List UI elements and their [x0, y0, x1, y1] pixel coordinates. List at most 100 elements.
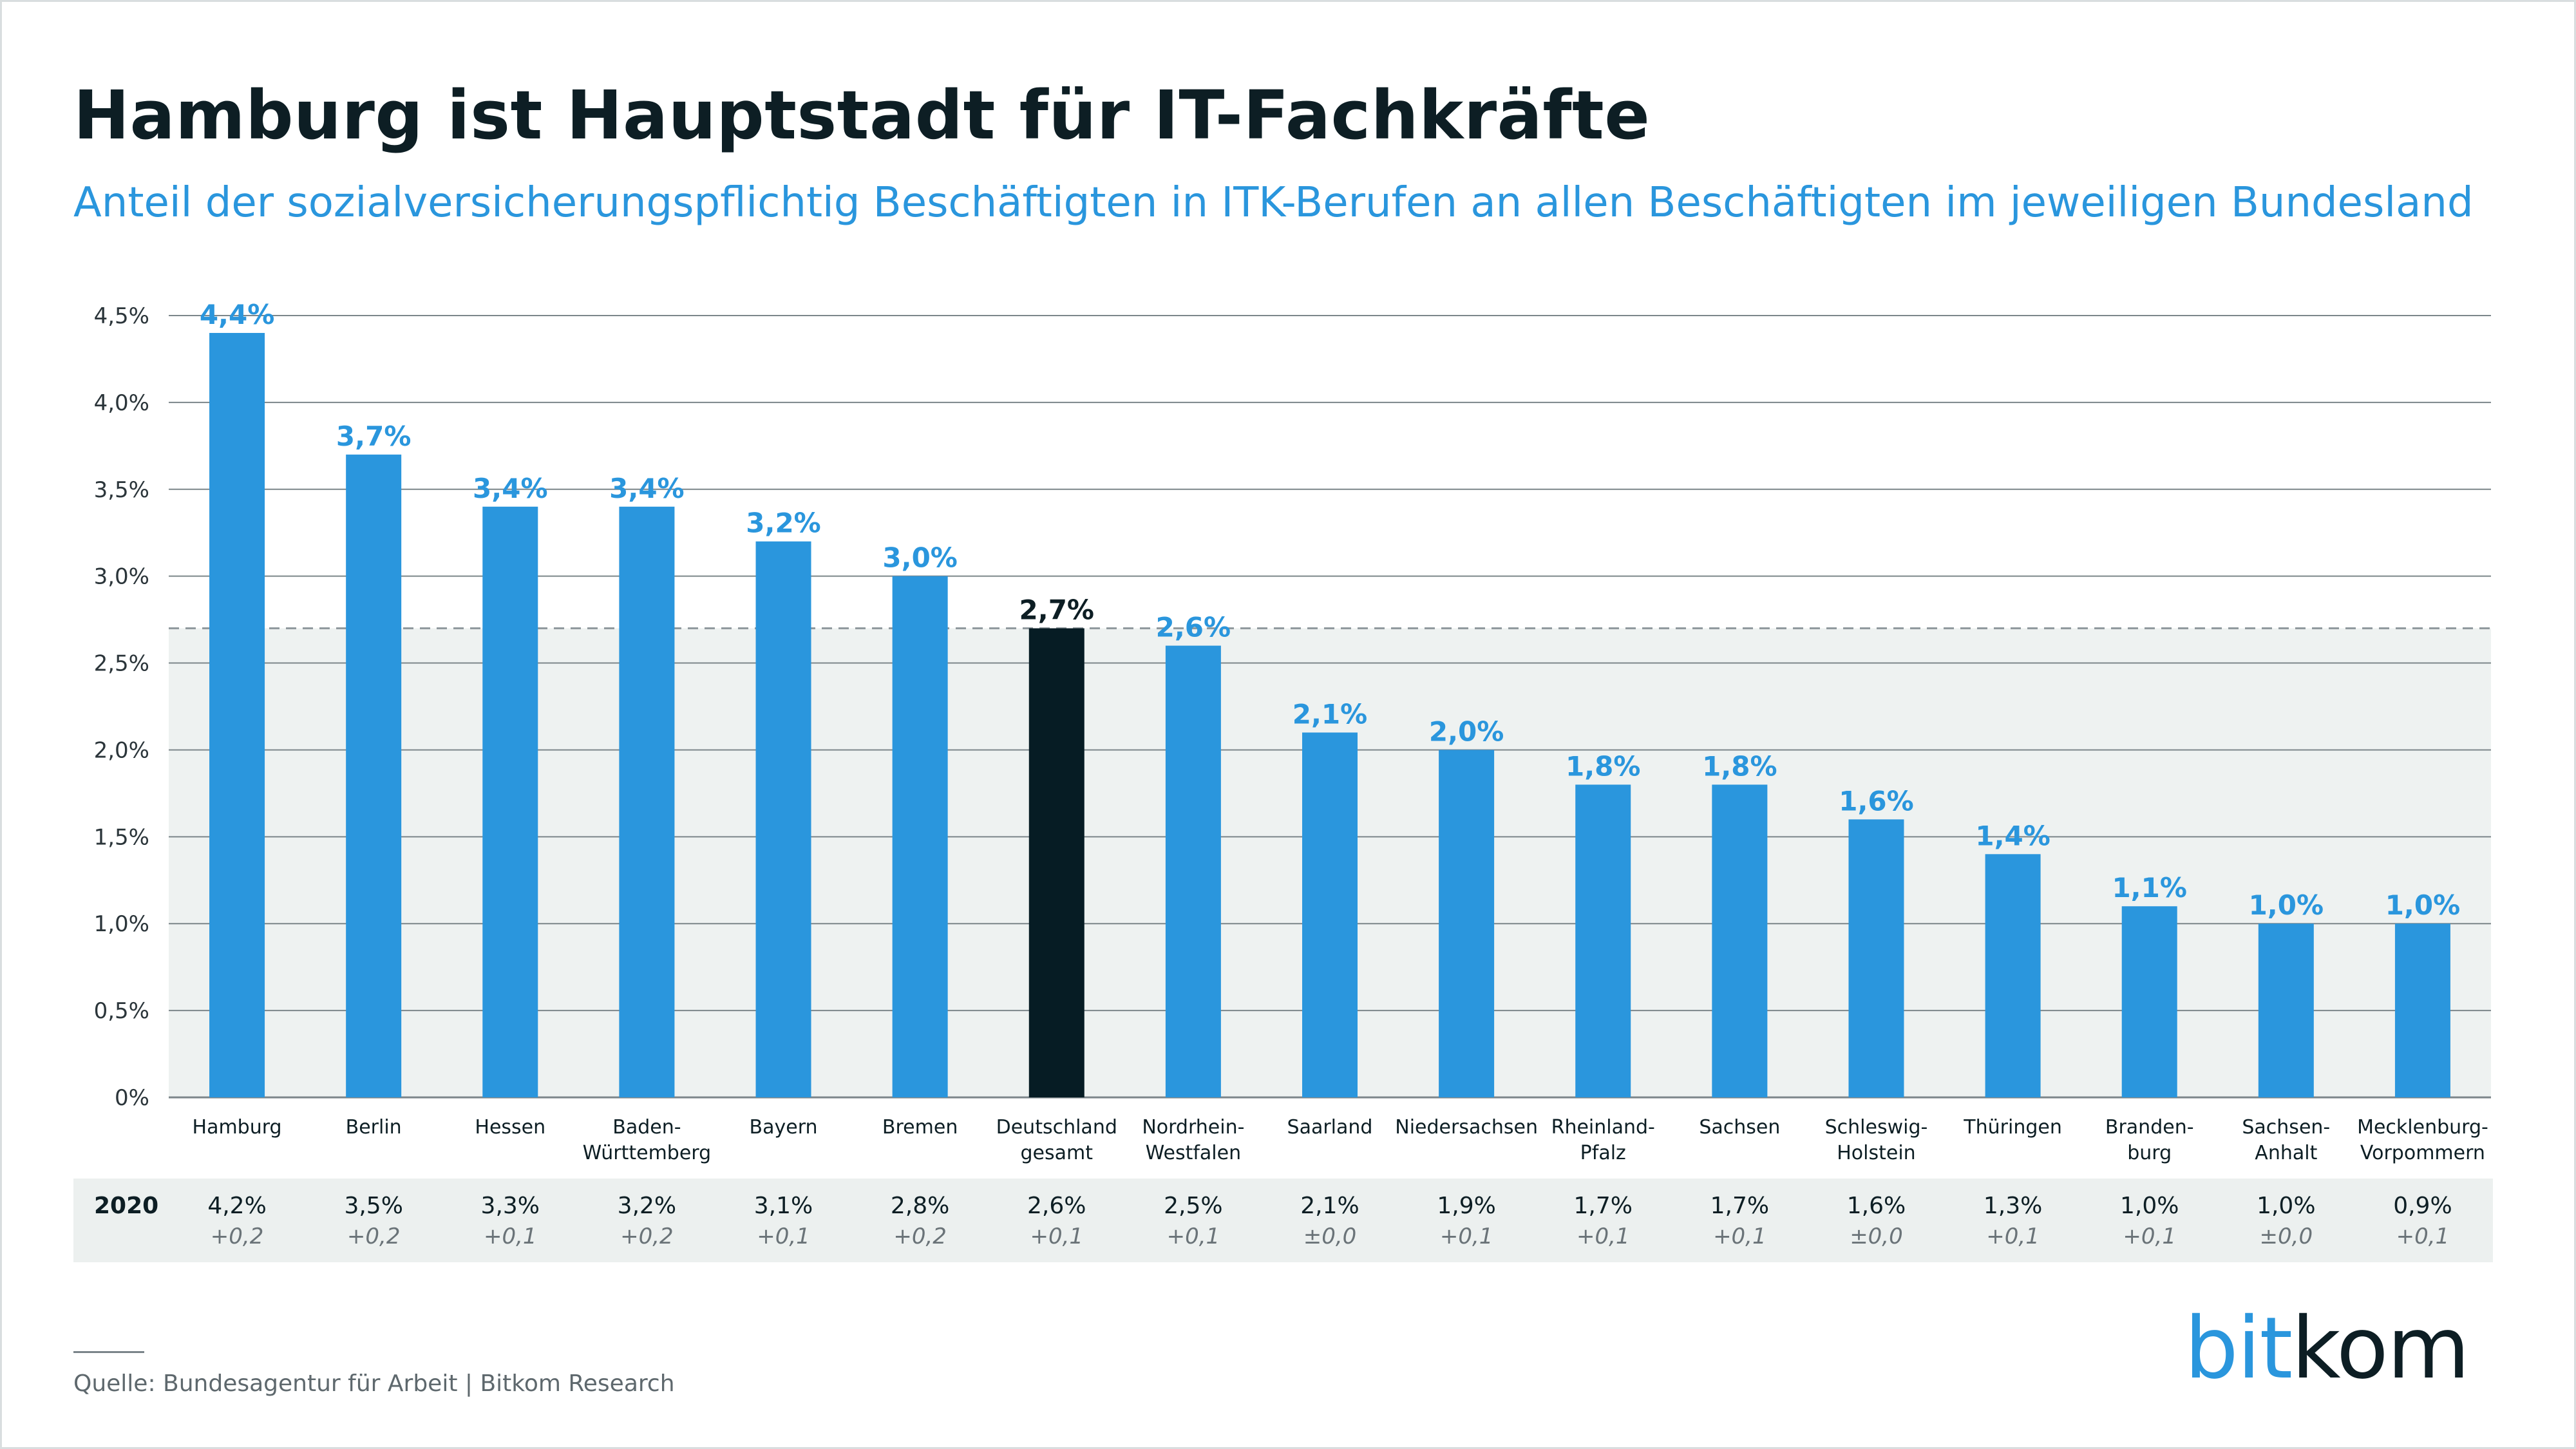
y-tick-label: 3,5%: [94, 477, 149, 503]
x-category-label: Vorpommern: [2360, 1142, 2485, 1164]
comparison-change: +0,2: [620, 1224, 674, 1249]
bar: [892, 576, 948, 1097]
x-category-label: Sachsen: [1699, 1116, 1780, 1139]
comparison-change: ±0,0: [1850, 1224, 1903, 1249]
bar: [1028, 628, 1084, 1097]
x-category-label: Pfalz: [1580, 1142, 1626, 1164]
comparison-change: ±0,0: [1303, 1224, 1357, 1249]
comparison-year-label: 2020: [94, 1193, 159, 1219]
bar: [2258, 923, 2314, 1097]
bar: [619, 506, 675, 1097]
comparison-value: 1,0%: [2257, 1193, 2316, 1219]
x-category-label: Westfalen: [1146, 1142, 1242, 1164]
x-category-label: Sachsen-: [2242, 1116, 2330, 1139]
comparison-change: +0,1: [484, 1224, 537, 1249]
comparison-value: 0,9%: [2393, 1193, 2452, 1219]
bar-value-label: 1,8%: [1702, 750, 1777, 782]
bar: [209, 332, 265, 1097]
y-tick-label: 2,5%: [94, 651, 149, 677]
comparison-change: +0,1: [1030, 1224, 1084, 1249]
bar-value-label: 2,7%: [1019, 594, 1094, 626]
bar: [1575, 784, 1631, 1097]
bar: [1985, 854, 2041, 1097]
x-category-label: Hamburg: [193, 1116, 282, 1139]
bar: [1848, 819, 1904, 1097]
x-category-label: burg: [2127, 1142, 2172, 1164]
bar-value-label: 3,0%: [882, 542, 957, 574]
chart-subtitle: Anteil der sozialversicherungspflichtig …: [73, 179, 2474, 227]
comparison-change: +0,1: [1166, 1224, 1220, 1249]
comparison-change: ±0,0: [2259, 1224, 2313, 1249]
bar-value-label: 4,4%: [200, 299, 274, 330]
x-category-label: Schleswig-: [1825, 1116, 1928, 1139]
y-tick-label: 3,0%: [94, 564, 149, 590]
comparison-change: +0,1: [2396, 1224, 2450, 1249]
comparison-value: 3,3%: [480, 1193, 540, 1219]
bar: [482, 506, 538, 1097]
bitkom-logo: bitkom: [2184, 1306, 2470, 1391]
comparison-value: 1,0%: [2119, 1193, 2179, 1219]
comparison-change: +0,2: [210, 1224, 264, 1249]
y-tick-label: 4,5%: [94, 303, 149, 329]
comparison-value: 3,2%: [617, 1193, 677, 1219]
comparison-value: 3,5%: [344, 1193, 403, 1219]
bar-value-label: 3,7%: [336, 421, 411, 452]
comparison-change: +0,2: [893, 1224, 947, 1249]
comparison-change: +0,1: [1439, 1224, 1493, 1249]
bar: [1712, 784, 1768, 1097]
bar: [2121, 906, 2177, 1097]
comparison-value: 3,1%: [753, 1193, 813, 1219]
x-category-label: Rheinland-: [1551, 1116, 1655, 1139]
x-category-label: Mecklenburg-: [2357, 1116, 2488, 1139]
comparison-value: 2,1%: [1300, 1193, 1359, 1219]
comparison-change: +0,1: [757, 1224, 810, 1249]
x-category-label: Württemberg: [583, 1142, 712, 1164]
x-category-label: Anhalt: [2255, 1142, 2317, 1164]
bar-value-label: 3,4%: [609, 473, 684, 504]
comparison-change: +0,1: [1713, 1224, 1766, 1249]
bar-value-label: 2,0%: [1429, 715, 1504, 747]
x-category-label: Berlin: [346, 1116, 402, 1139]
comparison-change: +0,1: [1986, 1224, 2040, 1249]
y-tick-label: 2,0%: [94, 737, 149, 763]
y-tick-label: 0%: [115, 1085, 149, 1111]
comparison-value: 1,7%: [1710, 1193, 1770, 1219]
comparison-change: +0,1: [2123, 1224, 2176, 1249]
bar: [1439, 750, 1495, 1097]
bar: [1165, 645, 1221, 1097]
bar-value-label: 1,4%: [1975, 820, 2050, 851]
bar-value-label: 2,1%: [1293, 698, 1367, 730]
y-tick-label: 1,5%: [94, 824, 149, 850]
bar: [1302, 732, 1358, 1097]
y-tick-label: 0,5%: [94, 998, 149, 1024]
y-tick-label: 4,0%: [94, 390, 149, 416]
source-divider: [73, 1351, 144, 1353]
bar-value-label: 1,0%: [2385, 889, 2460, 921]
comparison-value: 1,9%: [1437, 1193, 1496, 1219]
comparison-value: 4,2%: [207, 1193, 267, 1219]
comparison-change: +0,2: [346, 1224, 401, 1249]
comparison-value: 1,3%: [1983, 1193, 2043, 1219]
logo-text-kom: kom: [2291, 1299, 2470, 1398]
bar: [346, 454, 402, 1097]
source-note: Quelle: Bundesagentur für Arbeit | Bitko…: [73, 1370, 675, 1397]
comparison-value: 2,8%: [890, 1193, 950, 1219]
x-category-label: Baden-: [612, 1116, 681, 1139]
x-category-label: Bayern: [750, 1116, 818, 1139]
bar-value-label: 1,0%: [2249, 889, 2324, 921]
bar-chart: 0% 0,5% 1,0% 1,5% 2,0% 2,5% 3,0% 3,5% 4,0% 4,5% 4,…: [94, 299, 2491, 1164]
y-tick-label: 1,0%: [94, 911, 149, 937]
bar-value-label: 3,4%: [473, 473, 547, 504]
comparison-value: 1,7%: [1573, 1193, 1633, 1219]
bar-value-label: 2,6%: [1156, 612, 1231, 643]
comparison-value: 2,6%: [1027, 1193, 1086, 1219]
chart-title: Hamburg ist Hauptstadt für IT-Fachkräfte: [73, 76, 1651, 155]
bar: [2394, 923, 2450, 1097]
logo-text-bit: bit: [2184, 1299, 2293, 1398]
bar-value-label: 3,2%: [746, 507, 820, 539]
x-category-label: Thüringen: [1963, 1116, 2062, 1139]
comparison-table: [73, 1179, 2493, 1262]
x-category-label: Saarland: [1287, 1116, 1373, 1139]
x-category-label: Hessen: [475, 1116, 545, 1139]
